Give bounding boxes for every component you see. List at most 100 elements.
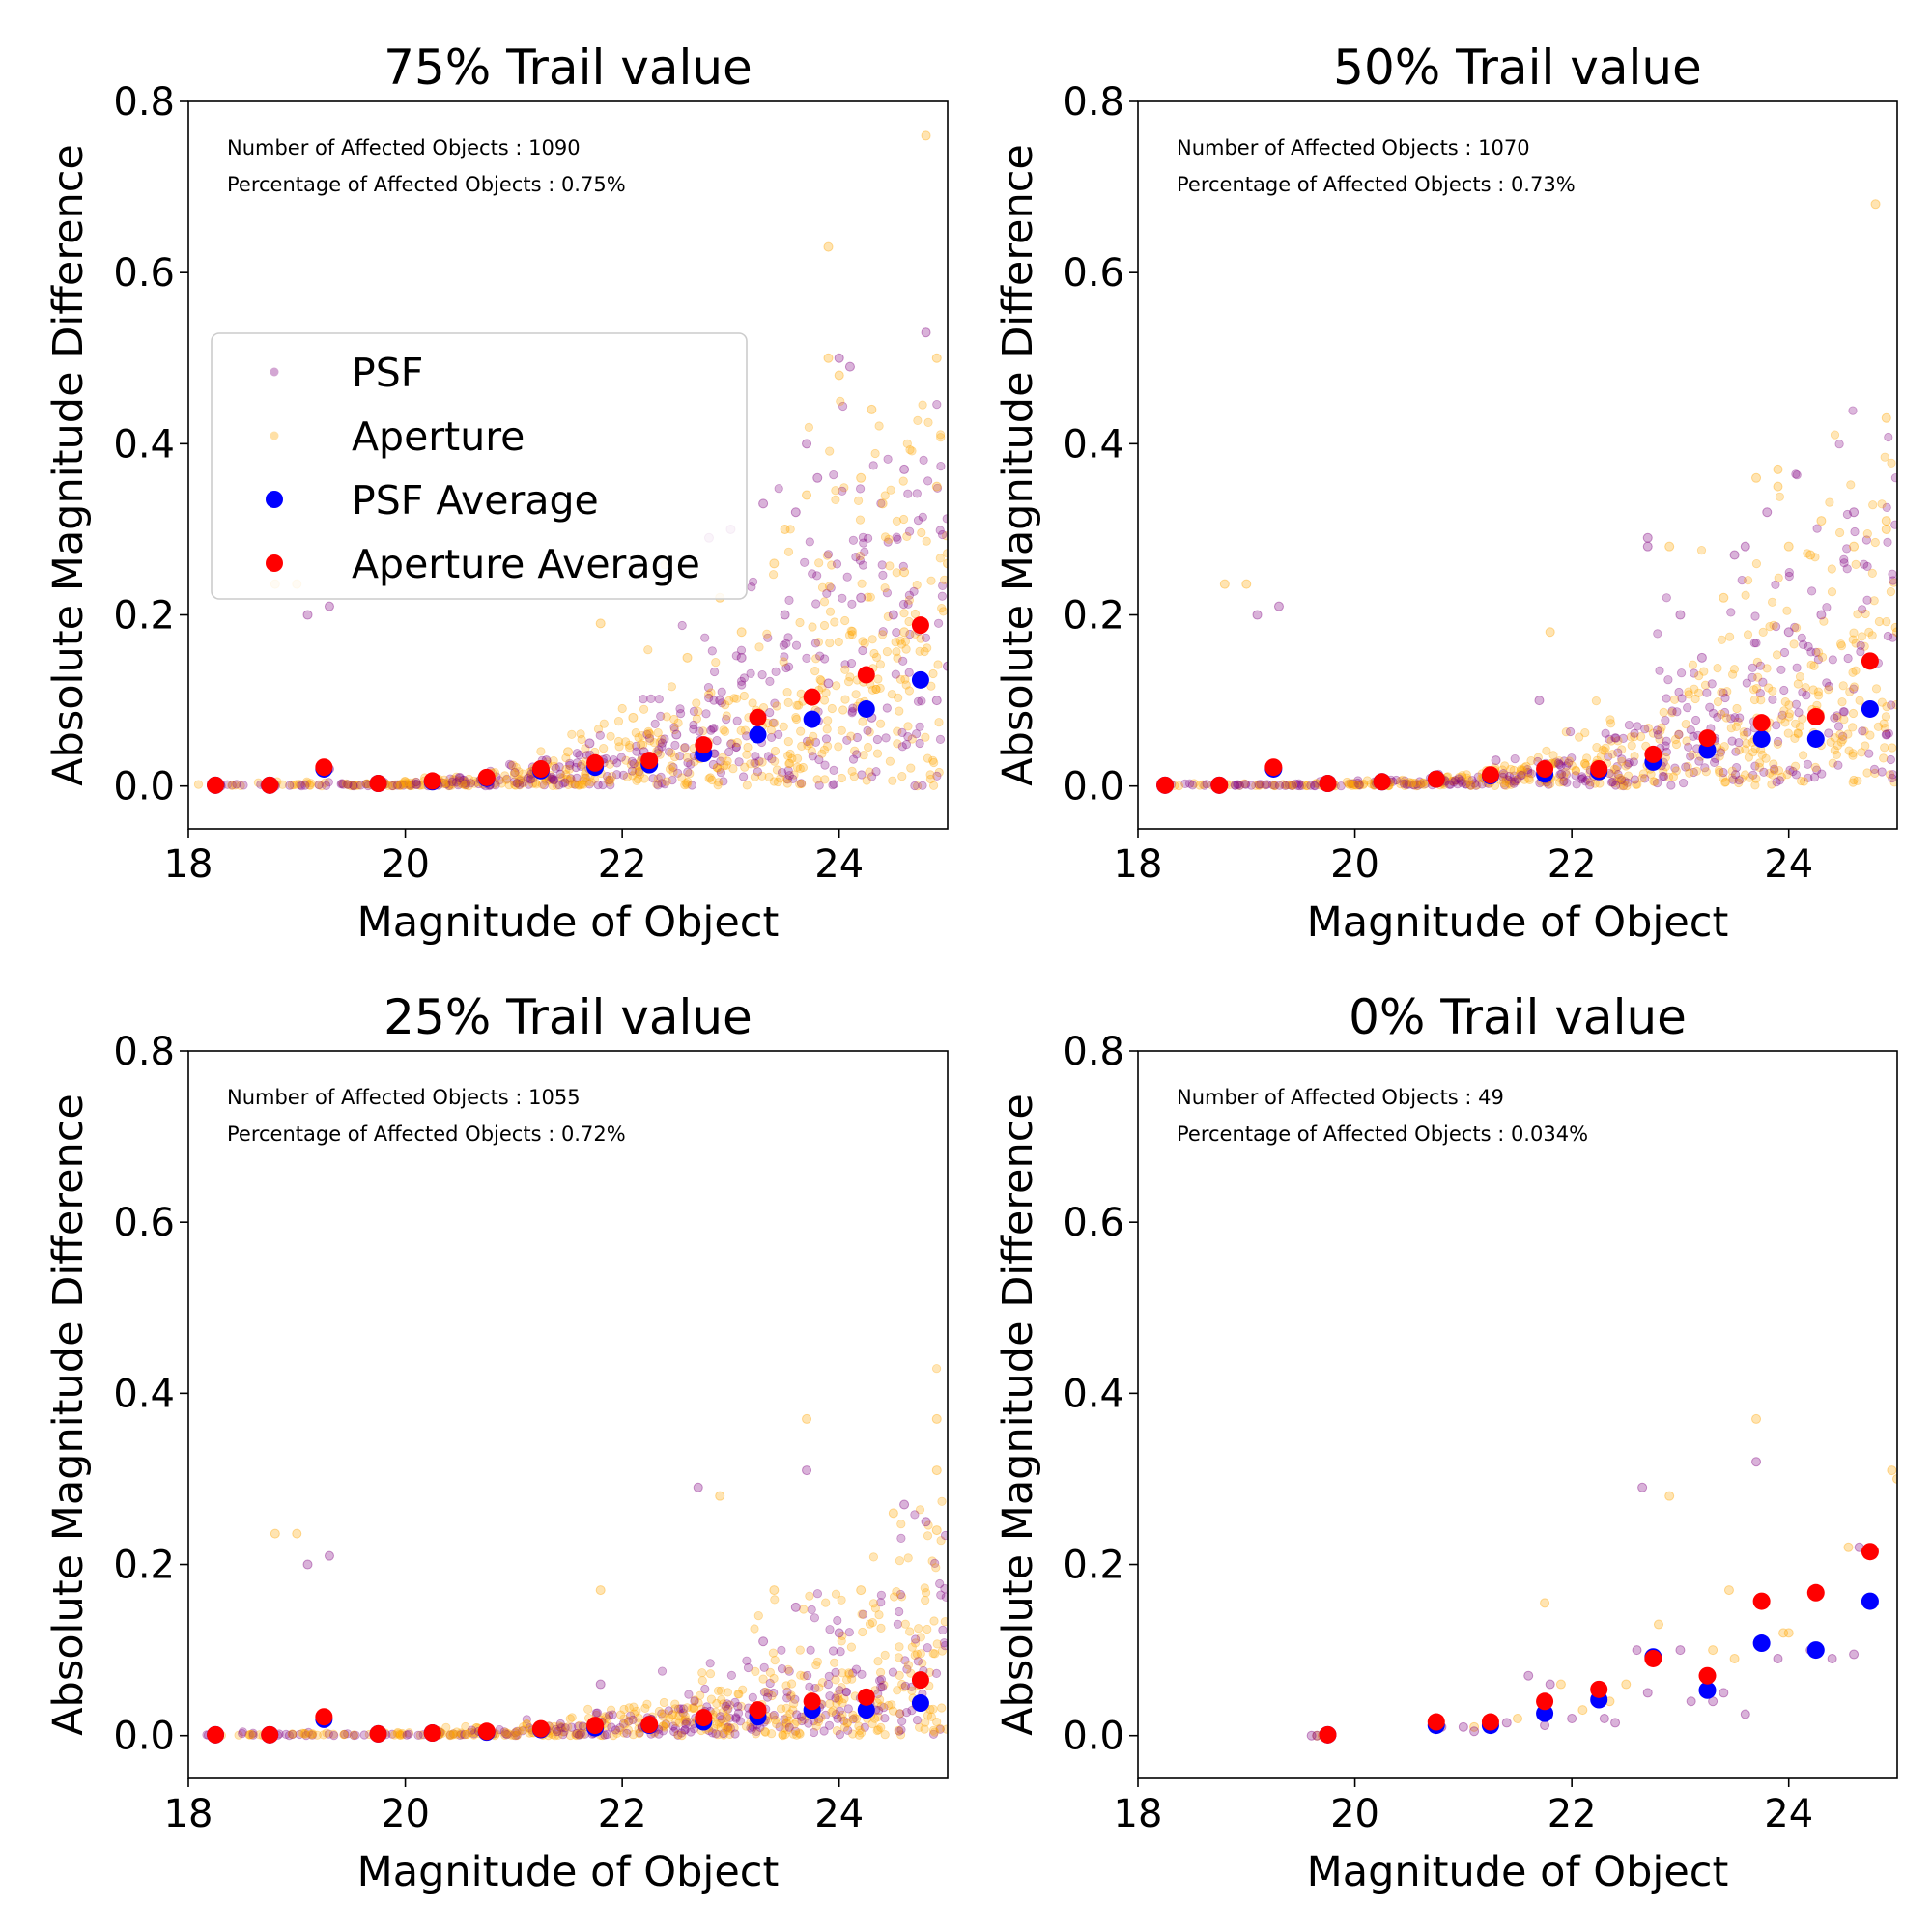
aperture-average-point	[1590, 1680, 1608, 1698]
aperture-point	[1870, 199, 1881, 210]
subplots-root: 18 20 22 240.00.20.40.60.875% Trail valueMa…	[44, 40, 1898, 1896]
psf-point	[803, 1670, 812, 1681]
psf-point	[1772, 621, 1781, 632]
psf-point	[628, 1715, 638, 1725]
aperture-point	[579, 780, 588, 789]
psf-point	[684, 1690, 694, 1699]
aperture-point	[873, 1657, 883, 1666]
aperture-point	[644, 728, 654, 738]
aperture-point	[1795, 671, 1805, 682]
aperture-point	[635, 1729, 644, 1739]
psf-point	[618, 770, 629, 780]
aperture-point	[1661, 762, 1671, 772]
aperture-point	[343, 780, 353, 790]
psf-point	[735, 1717, 746, 1726]
aperture-point	[894, 1725, 903, 1736]
aperture-point	[880, 583, 890, 593]
aperture-point	[299, 1729, 309, 1739]
aperture-point	[1638, 769, 1648, 779]
aperture-point	[858, 717, 867, 726]
psf-point	[770, 698, 780, 708]
aperture-point	[834, 1695, 844, 1705]
psf-point	[828, 1646, 838, 1656]
x-tick-label: 18	[164, 842, 213, 887]
psf-point	[831, 1693, 840, 1703]
psf-point	[622, 1728, 632, 1739]
aperture-point	[1615, 773, 1626, 783]
aperture-point	[1513, 1713, 1522, 1723]
aperture-point	[306, 1730, 316, 1740]
aperture-point	[1849, 541, 1860, 552]
psf-point	[807, 1605, 816, 1615]
aperture-point	[780, 1722, 789, 1733]
psf-point	[1642, 1688, 1653, 1698]
aperture-point	[910, 1650, 920, 1661]
aperture-point	[400, 777, 411, 787]
aperture-point	[1301, 781, 1312, 791]
psf-point	[324, 778, 333, 787]
aperture-point	[629, 1702, 639, 1712]
aperture-point	[1776, 772, 1787, 781]
legend-marker	[270, 431, 279, 440]
psf-point	[731, 651, 741, 661]
aperture-average-point	[1319, 775, 1337, 793]
psf-point	[712, 735, 722, 746]
aperture-point	[452, 1727, 462, 1737]
aperture-point	[1714, 765, 1724, 775]
aperture-point	[536, 747, 546, 756]
aperture-point	[1751, 683, 1762, 694]
psf-point	[1605, 734, 1614, 744]
psf-point	[771, 667, 781, 677]
aperture-point	[926, 681, 936, 691]
psf-point	[1180, 779, 1190, 789]
psf-point	[1720, 707, 1730, 718]
aperture-point	[813, 1717, 824, 1727]
psf-point	[1812, 765, 1822, 775]
psf-point	[1287, 781, 1297, 791]
psf-point	[774, 484, 783, 494]
aperture-point	[729, 1723, 739, 1733]
aperture-point	[595, 618, 606, 629]
psf-point	[731, 742, 741, 752]
aperture-point	[1874, 616, 1885, 627]
psf-point	[763, 1689, 773, 1698]
psf-point	[913, 696, 923, 706]
aperture-point	[625, 740, 635, 750]
psf-point	[904, 668, 914, 677]
aperture-point	[900, 674, 910, 684]
aperture-point	[1818, 652, 1828, 662]
psf-point	[1719, 1688, 1729, 1698]
aperture-point	[1542, 746, 1551, 755]
aperture-point	[662, 712, 671, 722]
aperture-point	[901, 680, 911, 690]
aperture-point	[779, 657, 788, 667]
aperture-point	[810, 666, 820, 676]
psf-point	[525, 775, 534, 784]
aperture-point	[847, 626, 858, 637]
aperture-point	[1609, 764, 1619, 775]
aperture-point	[1808, 685, 1818, 695]
aperture-point	[1881, 516, 1891, 526]
aperture-point	[875, 1667, 886, 1678]
aperture-point	[1580, 727, 1590, 738]
psf-point	[895, 1606, 904, 1617]
aperture-point	[1174, 781, 1184, 791]
psf-point	[1681, 762, 1690, 772]
psf-point	[863, 725, 872, 736]
aperture-point	[757, 757, 767, 767]
x-tick-label: 20	[1330, 842, 1379, 887]
aperture-point	[1813, 687, 1824, 696]
psf-point	[657, 738, 668, 748]
aperture-point	[782, 687, 792, 697]
psf-point	[1608, 777, 1618, 787]
aperture-point	[469, 779, 479, 788]
aperture-point	[915, 646, 924, 656]
aperture-point	[573, 780, 583, 789]
aperture-point	[751, 1729, 761, 1739]
aperture-point	[1621, 761, 1631, 771]
aperture-point	[741, 1721, 752, 1731]
aperture-point	[667, 682, 677, 692]
aperture-point	[1650, 777, 1660, 787]
aperture-average-point	[423, 772, 441, 790]
psf-point	[825, 1625, 835, 1634]
